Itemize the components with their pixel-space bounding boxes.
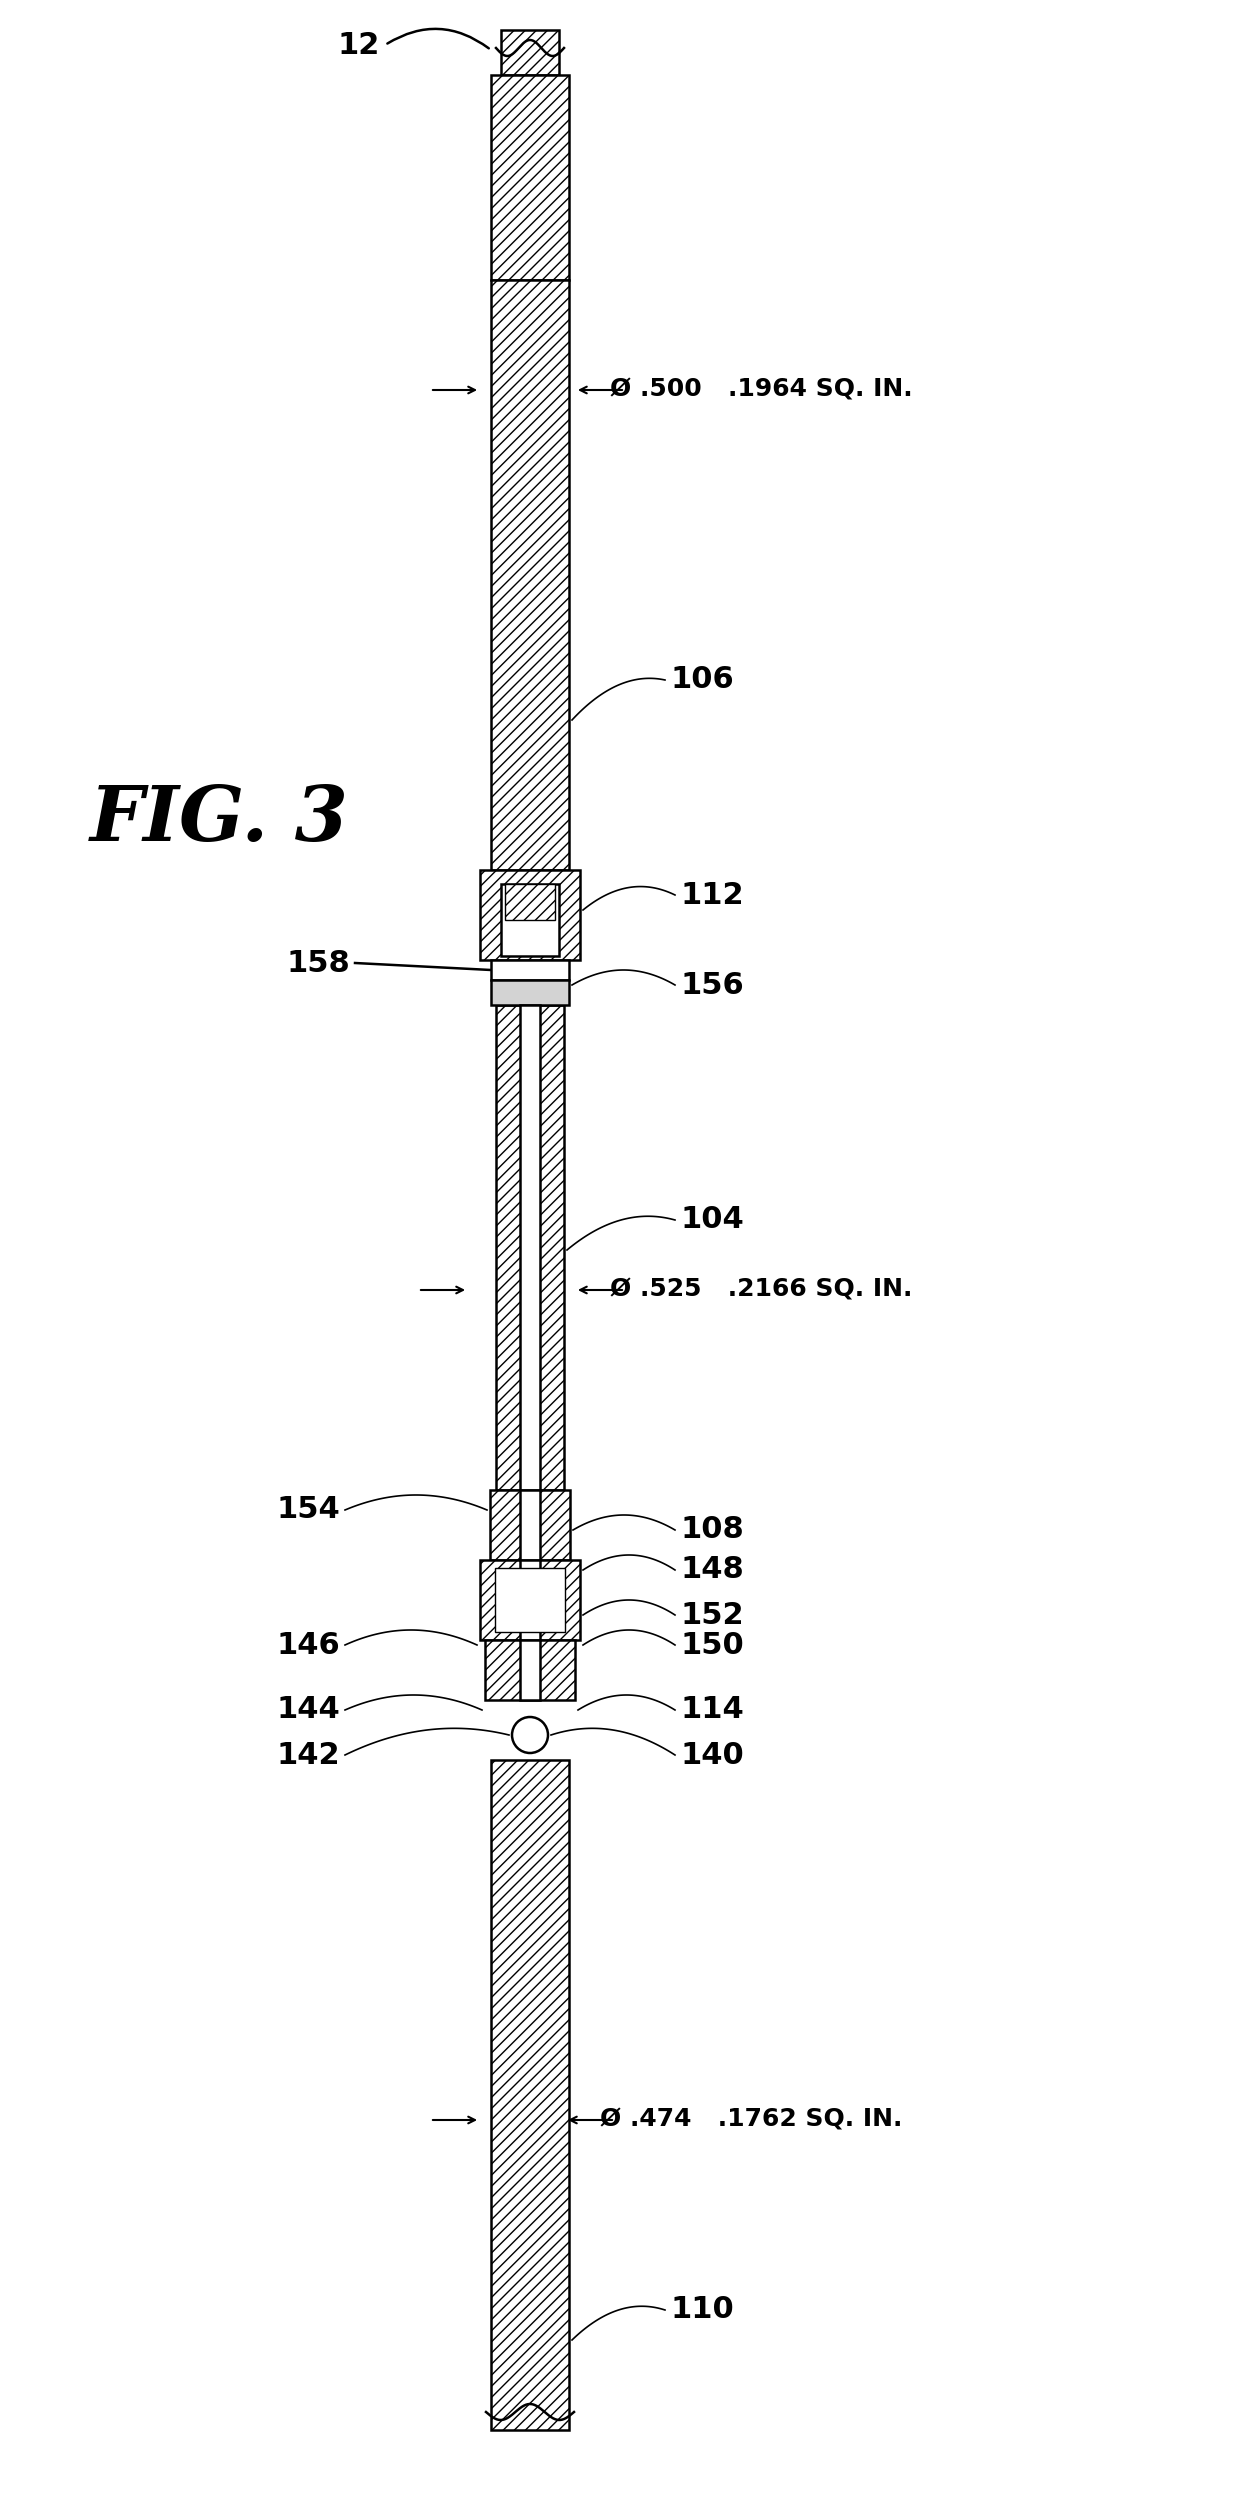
Text: 150: 150 (680, 1631, 744, 1659)
Bar (520, 1489, 539, 1561)
Bar (480, 1561, 580, 1641)
Bar (501, 883, 559, 955)
Text: 158: 158 (286, 948, 350, 978)
Bar (490, 1489, 570, 1561)
Circle shape (512, 1716, 548, 1753)
Text: 154: 154 (277, 1496, 340, 1524)
Text: 142: 142 (277, 1741, 340, 1771)
Bar (491, 1761, 569, 2429)
Bar (491, 960, 569, 980)
Text: FIG. 3: FIG. 3 (91, 783, 348, 858)
Bar (520, 1641, 539, 1701)
Bar (491, 279, 569, 870)
Bar (495, 1569, 565, 1631)
Bar (485, 1641, 575, 1701)
Text: 140: 140 (680, 1741, 744, 1771)
Text: 106: 106 (670, 666, 734, 693)
Text: Ø .500   .1964 SQ. IN.: Ø .500 .1964 SQ. IN. (610, 379, 913, 402)
Text: 144: 144 (277, 1696, 340, 1723)
Bar (501, 30, 559, 75)
Text: Ø .474   .1762 SQ. IN.: Ø .474 .1762 SQ. IN. (600, 2107, 903, 2132)
Bar (520, 1005, 539, 1489)
Bar (480, 870, 580, 960)
Text: 112: 112 (680, 880, 744, 910)
Text: 110: 110 (670, 2294, 734, 2324)
Text: 108: 108 (680, 1516, 744, 1544)
Text: 148: 148 (680, 1556, 744, 1584)
Bar (491, 75, 569, 279)
Text: 146: 146 (277, 1631, 340, 1659)
Bar (491, 980, 569, 1005)
Bar (496, 1005, 564, 1489)
Bar (520, 1561, 539, 1641)
Text: 104: 104 (680, 1205, 744, 1235)
Text: 114: 114 (680, 1696, 744, 1723)
Text: 152: 152 (680, 1601, 744, 1629)
Text: Ø .525   .2166 SQ. IN.: Ø .525 .2166 SQ. IN. (610, 1277, 913, 1302)
Bar (505, 883, 556, 920)
Text: 156: 156 (680, 970, 744, 1000)
Text: 12: 12 (337, 30, 379, 60)
